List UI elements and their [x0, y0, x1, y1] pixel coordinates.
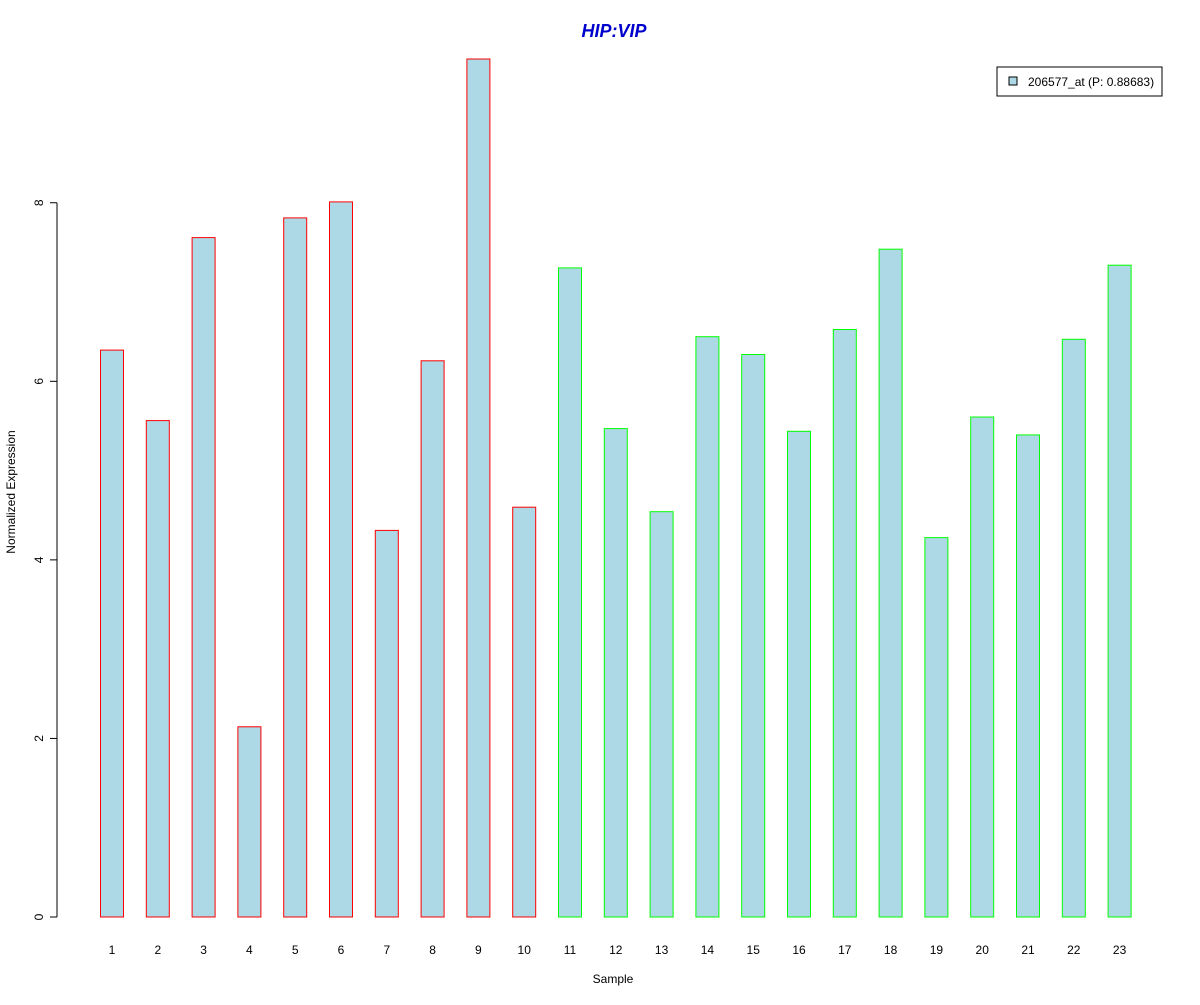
x-tick-label: 7	[383, 943, 390, 957]
bar-sample-21	[1016, 434, 1040, 918]
bar-sample-10	[512, 506, 537, 918]
x-tick-label: 15	[747, 943, 761, 957]
bar-sample-7	[374, 529, 399, 918]
bar-sample-5	[283, 217, 308, 918]
x-tick-label: 4	[246, 943, 253, 957]
chart-title: HIP:VIP	[581, 21, 647, 41]
x-tick-label: 8	[429, 943, 436, 957]
bars-group	[100, 58, 1132, 918]
x-tick-label: 17	[838, 943, 852, 957]
x-tick-label: 18	[884, 943, 898, 957]
bar-sample-4	[237, 726, 262, 918]
x-tick-label: 19	[930, 943, 944, 957]
bar-sample-1	[100, 349, 124, 918]
legend: 206577_at (P: 0.88683)	[996, 66, 1163, 97]
x-tick-label: 12	[609, 943, 623, 957]
legend-box	[996, 66, 1163, 97]
x-tick-label: 9	[475, 943, 482, 957]
bar-sample-11	[558, 267, 582, 918]
x-tick-label: 2	[154, 943, 161, 957]
y-tick-label: 4	[32, 556, 46, 563]
x-tick-label: 11	[564, 943, 577, 957]
bar-sample-3	[191, 237, 216, 918]
bar-sample-12	[603, 428, 628, 918]
y-tick-label: 8	[32, 199, 46, 206]
bar-sample-9	[466, 58, 491, 918]
bar-sample-20	[970, 416, 995, 918]
bar-sample-19	[924, 537, 949, 918]
bar-sample-6	[329, 201, 353, 918]
legend-swatch	[1008, 76, 1018, 86]
bar-sample-16	[787, 430, 811, 918]
bar-sample-18	[878, 248, 903, 918]
x-tick-labels: 1 2 3 4 5 6 7 8 9 10 11 12 13 14 15 16 17 18 19 20 21 22 23	[109, 943, 1127, 957]
y-tick-label: 0	[32, 913, 46, 920]
y-tick-label: 6	[32, 378, 46, 385]
legend-series-label: 206577_at (P: 0.88683)	[1028, 75, 1154, 89]
bar-sample-22	[1061, 338, 1086, 918]
x-tick-label: 22	[1067, 943, 1081, 957]
x-tick-label: 14	[701, 943, 715, 957]
x-tick-label: 20	[976, 943, 990, 957]
x-tick-label: 13	[655, 943, 669, 957]
x-tick-label: 23	[1113, 943, 1127, 957]
x-tick-label: 3	[200, 943, 207, 957]
x-axis-label: Sample	[593, 972, 634, 986]
y-tick-label: 2	[32, 735, 46, 742]
bar-sample-14	[695, 336, 720, 918]
bar-sample-17	[832, 329, 857, 918]
bar-sample-2	[145, 420, 170, 918]
x-tick-label: 6	[338, 943, 345, 957]
bar-sample-13	[649, 511, 674, 918]
y-axis: 0 2 4 6 8	[32, 199, 58, 920]
x-tick-label: 1	[109, 943, 116, 957]
y-axis-label: Normalized Expression	[4, 430, 18, 553]
bar-sample-23	[1107, 264, 1132, 918]
x-tick-label: 21	[1021, 943, 1035, 957]
x-tick-label: 10	[518, 943, 532, 957]
bar-sample-8	[420, 360, 445, 918]
bar-sample-15	[741, 354, 766, 918]
x-tick-label: 16	[792, 943, 806, 957]
x-tick-label: 5	[292, 943, 299, 957]
